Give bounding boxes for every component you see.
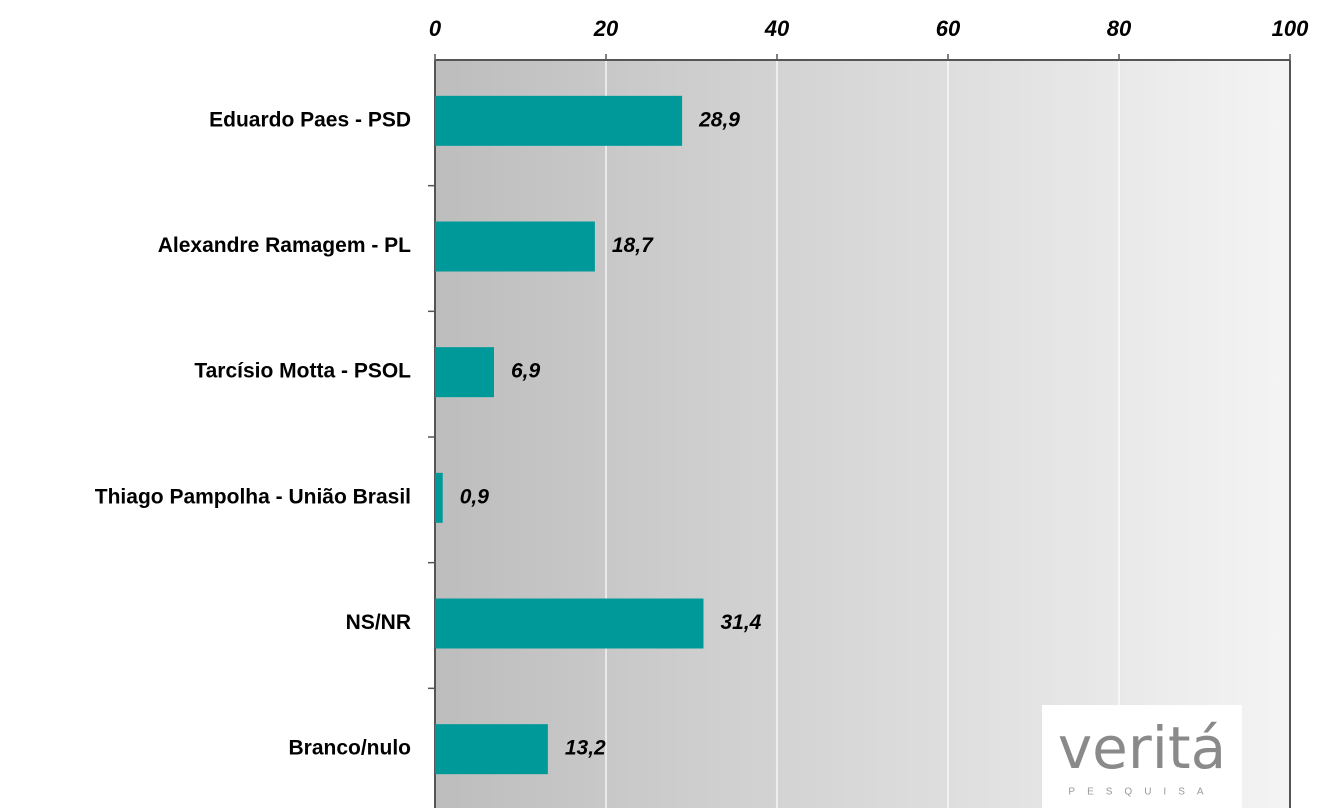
bar (435, 347, 494, 398)
x-tick-label: 0 (429, 16, 442, 41)
marks (435, 95, 704, 775)
bar (435, 472, 443, 523)
value-label: 31,4 (720, 611, 761, 634)
value-label: 6,9 (511, 360, 541, 383)
value-label: 18,7 (612, 234, 654, 257)
y-tick-label: Thiago Pampolha - União Brasil (95, 485, 411, 508)
y-tick-label: Tarcísio Motta - PSOL (194, 360, 411, 383)
y-tick-label: Alexandre Ramagem - PL (158, 234, 411, 257)
bar (435, 95, 683, 146)
logo: veritá PESQUISA (1042, 705, 1242, 808)
y-tick-label: Branco/nulo (288, 737, 411, 760)
bar (435, 724, 548, 775)
value-label: 28,9 (698, 108, 740, 131)
value-label: 13,2 (565, 737, 606, 760)
plot-background (435, 60, 1290, 808)
logo-text: veritá (1058, 714, 1226, 782)
value-label: 0,9 (460, 485, 490, 508)
logo-subtext: PESQUISA (1068, 787, 1215, 798)
x-tick-label: 60 (936, 16, 961, 41)
x-tick-label: 80 (1107, 16, 1132, 41)
bar (435, 221, 595, 272)
bar (435, 598, 704, 649)
logo-box (1042, 705, 1242, 808)
grid (428, 54, 1291, 808)
x-tick-label: 100 (1272, 16, 1309, 41)
x-tick-label: 20 (593, 16, 619, 41)
x-tick-label: 40 (764, 16, 790, 41)
y-tick-label: Eduardo Paes - PSD (209, 108, 411, 131)
y-tick-label: NS/NR (346, 611, 411, 634)
